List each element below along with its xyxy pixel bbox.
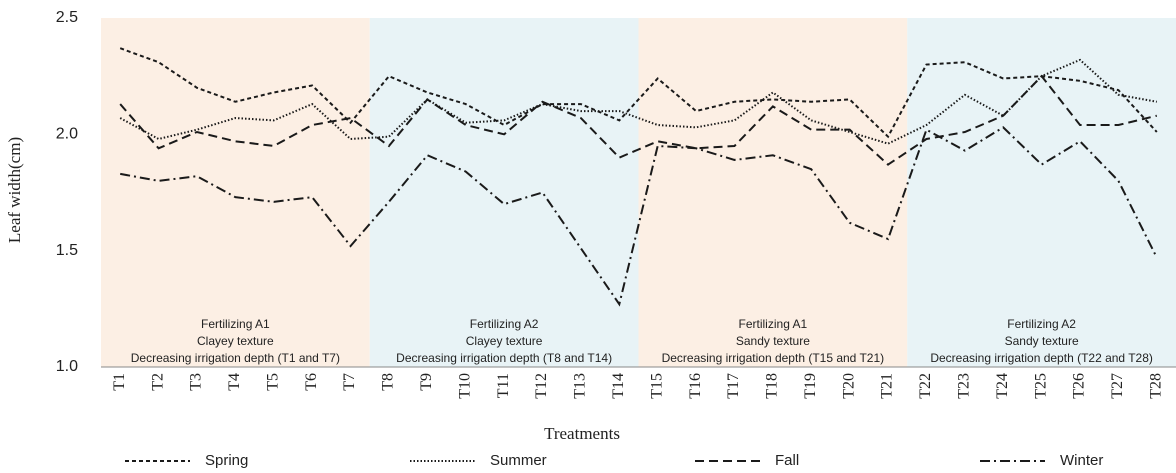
region-label: Clayey texture: [197, 334, 274, 348]
x-tick-label: T4: [226, 373, 243, 391]
x-tick-label: T7: [341, 373, 358, 391]
y-tick-label: 1.0: [56, 358, 78, 375]
region-label: Decreasing irrigation depth (T15 and T21…: [662, 351, 885, 365]
legend-label: Winter: [1060, 452, 1103, 469]
x-tick-label: T17: [725, 373, 742, 399]
region-label: Fertilizing A1: [739, 317, 808, 331]
region-label: Clayey texture: [466, 334, 543, 348]
x-tick-label: T5: [264, 373, 281, 391]
x-tick-label: T28: [1147, 373, 1164, 399]
region-band: [907, 18, 1176, 367]
y-tick-label: 2.5: [56, 9, 78, 26]
series-line: [119, 74, 1158, 166]
x-tick-label: T27: [1109, 373, 1126, 399]
region-label: Fertilizing A1: [201, 317, 270, 331]
x-axis-title: Treatments: [544, 424, 620, 443]
region-band: [638, 18, 908, 367]
y-axis-title: Leaf width(cm): [5, 137, 24, 243]
x-tick-label: T11: [495, 373, 512, 398]
legend-label: Fall: [775, 452, 799, 469]
legend-label: Summer: [490, 452, 547, 469]
x-tick-label: T13: [572, 373, 589, 399]
y-tick-label: 1.5: [56, 242, 78, 259]
x-tick-label: T14: [610, 373, 627, 399]
x-tick-label: T12: [533, 373, 550, 399]
x-tick-label: T16: [687, 373, 704, 399]
x-tick-label: T22: [917, 373, 934, 399]
legend-label: Spring: [205, 452, 248, 469]
x-tick-label: T26: [1071, 373, 1088, 399]
y-tick-label: 2.0: [56, 126, 78, 143]
region-label: Fertilizing A2: [470, 317, 539, 331]
x-tick-label: T15: [648, 373, 665, 399]
series-line: [119, 47, 1158, 139]
region-label: Decreasing irrigation depth (T1 and T7): [131, 351, 340, 365]
x-tick-label: T6: [303, 373, 320, 391]
x-tick-label: T25: [1032, 373, 1049, 399]
x-tick-label: T21: [879, 373, 896, 399]
x-tick-label: T24: [994, 373, 1011, 399]
series-line: [120, 126, 1158, 307]
x-tick-label: T20: [840, 373, 857, 399]
x-tick-label: T9: [418, 373, 435, 391]
x-tick-label: T8: [380, 373, 397, 391]
x-tick-label: T10: [456, 373, 473, 399]
x-tick-label: T3: [188, 373, 205, 391]
series-line: [119, 58, 1157, 145]
region-label: Sandy texture: [736, 334, 810, 348]
region-band: [101, 18, 370, 367]
region-label: Decreasing irrigation depth (T8 and T14): [396, 351, 612, 365]
region-label: Sandy texture: [1005, 334, 1079, 348]
x-tick-label: T2: [149, 373, 166, 391]
region-label: Fertilizing A2: [1007, 317, 1076, 331]
x-tick-label: T19: [802, 373, 819, 399]
x-tick-label: T23: [956, 373, 973, 399]
region-label: Decreasing irrigation depth (T22 and T28…: [930, 351, 1153, 365]
x-tick-label: T1: [111, 373, 128, 391]
x-tick-label: T18: [764, 373, 781, 399]
region-band: [369, 18, 639, 367]
